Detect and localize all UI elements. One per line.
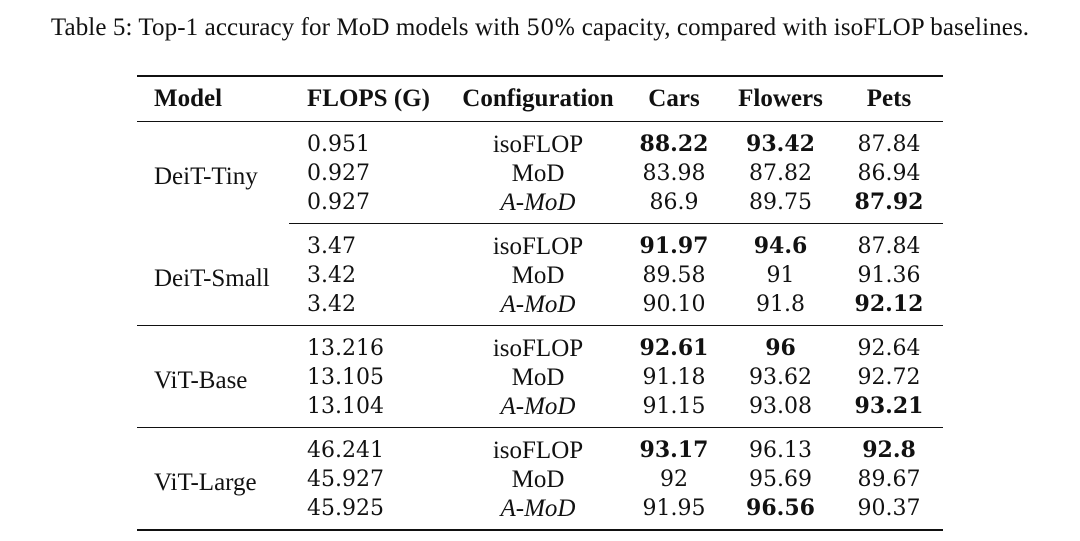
config-cell: MoD	[511, 262, 565, 289]
flowers-cell: 95.69	[749, 467, 812, 492]
flowers-cell: 93.62	[749, 365, 812, 390]
caption-percent: 50%	[526, 16, 576, 41]
table-row: DeiT-Tiny 0.951 isoFLOP 88.22 93.42 87.8…	[137, 122, 943, 190]
table-row: ViT-Base 13.216 isoFLOP 92.61 96 92.64	[137, 325, 943, 428]
config-cell: A-MoD	[454, 290, 622, 326]
config-cell: A-MoD	[454, 494, 622, 531]
pets-cell: 87.92	[835, 188, 943, 224]
table-row: 0.927 A-MoD 86.9 89.75 87.92	[137, 188, 943, 224]
flops-cell: 13.216	[307, 336, 384, 361]
cars-cell: 83.98	[642, 161, 706, 186]
header-pets: Pets	[835, 75, 943, 122]
cars-cell: 92.61	[639, 335, 709, 361]
flops-cell: 13.104	[289, 392, 454, 428]
flowers-cell: 96.56	[726, 494, 835, 531]
config-cell: isoFLOP	[492, 437, 584, 464]
config-cell: MoD	[511, 160, 565, 187]
flowers-cell: 93.42	[746, 131, 815, 157]
flops-cell: 45.927	[307, 467, 384, 492]
model-name: DeiT-Small	[137, 223, 289, 326]
pets-cell: 87.84	[857, 234, 921, 259]
header-cars: Cars	[622, 75, 726, 122]
pets-cell: 92.72	[857, 365, 921, 390]
table-row: 13.105 MoD 91.18 93.62 92.72	[137, 363, 943, 392]
pets-cell: 89.67	[857, 467, 921, 492]
config-cell: isoFLOP	[492, 233, 584, 260]
cars-cell: 91.18	[642, 365, 706, 390]
flowers-cell: 94.6	[753, 233, 808, 259]
flowers-cell: 91	[766, 263, 795, 288]
cars-cell: 91.97	[639, 233, 709, 259]
caption-prefix: Table 5: Top-1 accuracy for MoD models w…	[50, 14, 527, 41]
flowers-cell: 89.75	[726, 188, 835, 224]
config-cell: MoD	[511, 364, 565, 391]
config-cell: A-MoD	[454, 188, 622, 224]
table-row: DeiT-Small 3.47 isoFLOP 91.97 94.6 87.84	[137, 223, 943, 326]
header-configuration: Configuration	[454, 75, 622, 122]
pets-cell: 90.37	[835, 494, 943, 531]
flowers-cell: 96	[765, 335, 796, 361]
flops-cell: 0.927	[307, 161, 370, 186]
header-row: Model FLOPS (G) Configuration Cars Flowe…	[137, 75, 943, 122]
cars-cell: 86.9	[622, 188, 726, 224]
header-flops: FLOPS (G)	[289, 75, 454, 122]
header-flowers: Flowers	[726, 75, 835, 122]
flops-cell: 3.42	[307, 263, 356, 288]
table-caption: Table 5: Top-1 accuracy for MoD models w…	[0, 14, 1080, 42]
flowers-cell: 93.08	[726, 392, 835, 428]
flowers-cell: 96.13	[749, 438, 812, 463]
cars-cell: 89.58	[642, 263, 706, 288]
flowers-cell: 87.82	[749, 161, 812, 186]
header-model: Model	[137, 75, 289, 122]
table-row: 3.42 MoD 89.58 91 91.36	[137, 261, 943, 290]
table-row: 45.927 MoD 92 95.69 89.67	[137, 465, 943, 494]
table-row: 3.42 A-MoD 90.10 91.8 92.12	[137, 290, 943, 326]
pets-cell: 93.21	[835, 392, 943, 428]
cars-cell: 91.95	[622, 494, 726, 531]
flops-cell: 0.951	[307, 132, 370, 157]
table-row: ViT-Large 46.241 isoFLOP 93.17 96.13 92.…	[137, 427, 943, 531]
model-name: DeiT-Tiny	[154, 163, 258, 191]
config-cell: isoFLOP	[492, 131, 584, 158]
table-row: 45.925 A-MoD 91.95 96.56 90.37	[137, 494, 943, 531]
config-cell: isoFLOP	[492, 335, 584, 362]
config-cell: A-MoD	[454, 392, 622, 428]
flops-cell: 0.927	[289, 188, 454, 224]
caption-suffix: capacity, compared with isoFLOP baseline…	[575, 14, 1030, 41]
flops-cell: 13.105	[307, 365, 384, 390]
flowers-cell: 91.8	[726, 290, 835, 326]
table-row: 13.104 A-MoD 91.15 93.08 93.21	[137, 392, 943, 428]
model-name: ViT-Large	[137, 427, 289, 531]
config-cell: MoD	[511, 466, 565, 493]
results-table: Model FLOPS (G) Configuration Cars Flowe…	[137, 75, 943, 531]
cars-cell: 91.15	[622, 392, 726, 428]
pets-cell: 87.84	[857, 132, 921, 157]
flops-cell: 46.241	[307, 438, 384, 463]
cars-cell: 90.10	[622, 290, 726, 326]
pets-cell: 86.94	[857, 161, 921, 186]
flops-cell: 3.47	[307, 234, 356, 259]
flops-cell: 3.42	[289, 290, 454, 326]
model-name: ViT-Base	[137, 325, 289, 428]
table-row: 0.927 MoD 83.98 87.82 86.94	[137, 159, 943, 188]
pets-cell: 92.64	[857, 336, 921, 361]
cars-cell: 93.17	[639, 437, 709, 463]
pets-cell: 92.12	[835, 290, 943, 326]
cars-cell: 88.22	[639, 131, 709, 157]
pets-cell: 92.8	[862, 437, 916, 463]
flops-cell: 45.925	[289, 494, 454, 531]
pets-cell: 91.36	[857, 263, 921, 288]
cars-cell: 92	[660, 467, 688, 492]
